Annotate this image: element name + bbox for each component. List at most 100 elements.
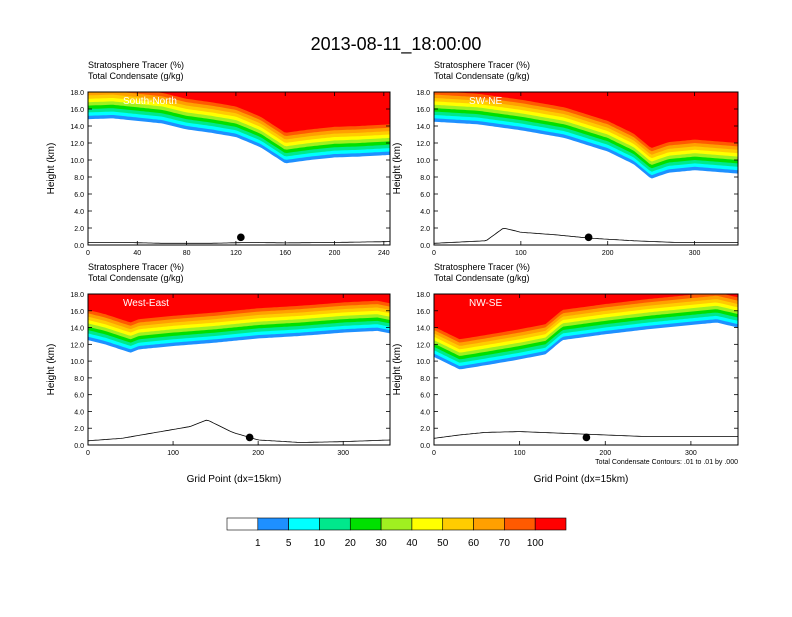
y-tick-label: 0.0 — [420, 243, 430, 250]
x-tick-label: 240 — [378, 250, 390, 257]
colorbar-swatch — [288, 517, 320, 531]
plot-frame — [87, 293, 391, 446]
y-tick-label: 2.0 — [420, 226, 430, 233]
x-tick-label: 200 — [252, 450, 264, 457]
colorbar-label: 50 — [437, 538, 449, 549]
colorbar-label: 60 — [468, 538, 480, 549]
figure-title: 2013-08-11_18:00:00 — [311, 34, 482, 55]
y-tick-label: 4.0 — [74, 409, 84, 416]
x-axis-label: Grid Point (dx=15km) — [187, 474, 282, 485]
location-marker — [237, 233, 245, 242]
colorbar: 1 5 10 20 30 40 50 60 70 100 — [226, 517, 567, 549]
y-tick-label: 8.0 — [74, 175, 84, 182]
x-tick-label: 200 — [329, 250, 341, 257]
y-tick-label: 10.0 — [416, 359, 430, 366]
plot-frame — [433, 293, 739, 446]
panel-west-east: Stratosphere Tracer (%)Total Condensate … — [46, 262, 391, 485]
y-tick-label: 16.0 — [70, 309, 84, 316]
y-tick-label: 12.0 — [416, 342, 430, 349]
x-tick-label: 100 — [167, 450, 179, 457]
panel-label: SW-NE — [469, 96, 502, 107]
y-tick-label: 12.0 — [70, 141, 84, 148]
colorbar-swatch — [349, 517, 382, 531]
y-tick-label: 14.0 — [416, 124, 430, 131]
colorbar-swatch — [411, 517, 444, 531]
y-tick-label: 0.0 — [74, 443, 84, 450]
colorbar-swatch — [319, 517, 351, 531]
contour-footnote: Total Condensate Contours: .01 to .01 by… — [595, 459, 738, 466]
panel-sw-ne: Stratosphere Tracer (%)Total Condensate … — [392, 60, 739, 257]
y-tick-label: 18.0 — [70, 90, 84, 97]
x-tick-label: 300 — [685, 450, 697, 457]
panel-label: NW-SE — [469, 298, 502, 309]
x-axis-label: Grid Point (dx=15km) — [534, 474, 629, 485]
x-tick-label: 160 — [279, 250, 291, 257]
colorbar-label: 10 — [314, 538, 326, 549]
x-tick-label: 100 — [515, 250, 527, 257]
x-tick-label: 0 — [86, 450, 90, 457]
x-tick-label: 200 — [602, 250, 614, 257]
y-tick-label: 18.0 — [70, 292, 84, 299]
y-tick-label: 16.0 — [416, 309, 430, 316]
y-tick-label: 8.0 — [74, 376, 84, 383]
panel-nw-se: Stratosphere Tracer (%)Total Condensate … — [392, 262, 739, 485]
tracer-band-100 — [88, 92, 390, 133]
colorbar-label: 40 — [406, 538, 418, 549]
x-tick-label: 40 — [133, 250, 141, 257]
plot-frame — [433, 91, 739, 246]
plot-frame — [87, 91, 391, 246]
colorbar-swatch — [534, 517, 567, 531]
y-axis-label: Height (km) — [392, 344, 403, 396]
location-marker — [245, 433, 254, 442]
y-tick-label: 18.0 — [416, 90, 430, 97]
x-tick-label: 0 — [432, 450, 436, 457]
colorbar-label: 30 — [376, 538, 388, 549]
y-tick-label: 14.0 — [416, 326, 430, 333]
panel-label: West-East — [123, 298, 169, 309]
subtitle-tracer: Stratosphere Tracer (%) — [434, 60, 530, 70]
colorbar-label: 1 — [255, 538, 261, 549]
y-tick-label: 16.0 — [70, 107, 84, 114]
tracer-fill — [434, 92, 738, 244]
y-tick-label: 0.0 — [420, 443, 430, 450]
tracer-fill — [434, 294, 738, 439]
subtitle-tracer: Stratosphere Tracer (%) — [88, 262, 184, 272]
colorbar-swatch — [442, 517, 474, 531]
colorbar-swatch — [226, 517, 259, 531]
y-tick-label: 0.0 — [74, 243, 84, 250]
colorbar-swatch — [473, 517, 505, 531]
subtitle-tracer: Stratosphere Tracer (%) — [88, 60, 184, 70]
y-tick-label: 4.0 — [420, 209, 430, 216]
x-tick-label: 120 — [230, 250, 242, 257]
terrain-contour — [88, 419, 390, 443]
colorbar-label: 5 — [286, 538, 292, 549]
y-tick-label: 6.0 — [74, 393, 84, 400]
y-tick-label: 14.0 — [70, 124, 84, 131]
y-tick-label: 2.0 — [74, 426, 84, 433]
panel-south-north: Stratosphere Tracer (%)Total Condensate … — [46, 60, 391, 257]
y-tick-label: 10.0 — [70, 359, 84, 366]
subtitle-tracer: Stratosphere Tracer (%) — [434, 262, 530, 272]
tracer-fill — [88, 294, 390, 443]
location-marker — [582, 433, 591, 442]
subtitle-condensate: Total Condensate (g/kg) — [434, 273, 530, 283]
y-axis-label: Height (km) — [392, 143, 403, 195]
subtitle-condensate: Total Condensate (g/kg) — [88, 273, 184, 283]
location-marker — [584, 233, 593, 242]
y-tick-label: 18.0 — [416, 292, 430, 299]
x-tick-label: 0 — [432, 250, 436, 257]
y-axis-label: Height (km) — [46, 143, 57, 195]
y-tick-label: 6.0 — [74, 192, 84, 199]
y-tick-label: 6.0 — [420, 192, 430, 199]
panel-label: South-North — [123, 96, 177, 107]
tracer-band-100 — [434, 92, 738, 148]
x-tick-label: 0 — [86, 250, 90, 257]
y-tick-label: 12.0 — [70, 342, 84, 349]
y-tick-label: 2.0 — [420, 426, 430, 433]
colorbar-label: 70 — [499, 538, 511, 549]
y-tick-label: 10.0 — [70, 158, 84, 165]
panels: Stratosphere Tracer (%)Total Condensate … — [46, 60, 739, 485]
y-tick-label: 8.0 — [420, 376, 430, 383]
y-tick-label: 6.0 — [420, 393, 430, 400]
x-tick-label: 100 — [514, 450, 526, 457]
